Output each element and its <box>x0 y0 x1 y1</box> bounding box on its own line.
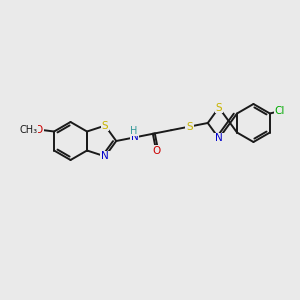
Text: N: N <box>101 152 109 161</box>
Text: O: O <box>35 124 43 135</box>
Text: N: N <box>131 132 138 142</box>
Text: S: S <box>216 103 222 112</box>
Text: S: S <box>186 122 193 132</box>
Text: S: S <box>102 121 108 130</box>
Text: Cl: Cl <box>275 106 285 116</box>
Text: O: O <box>152 146 160 156</box>
Text: H: H <box>130 125 137 136</box>
Text: CH₃: CH₃ <box>20 124 38 135</box>
Text: N: N <box>215 134 223 143</box>
